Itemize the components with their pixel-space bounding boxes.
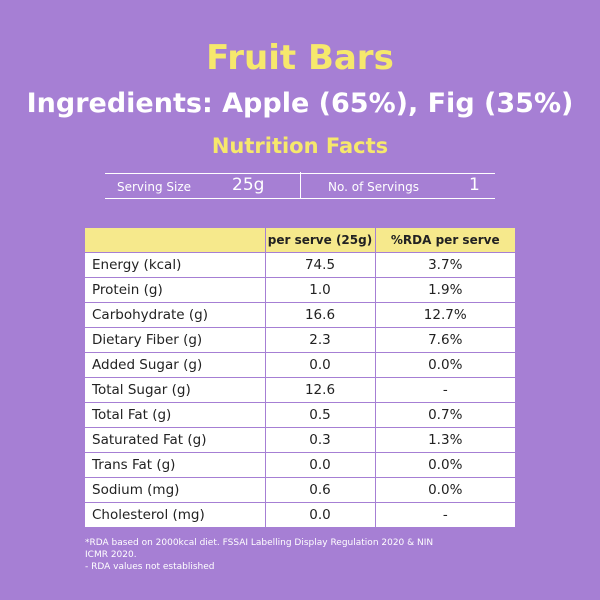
nutrient-name: Trans Fat (g): [85, 452, 265, 478]
cell-value: 1.3%: [374, 427, 515, 453]
table-row: Added Sugar (g) 0.0 0.0%: [85, 352, 515, 378]
footnotes: *RDA based on 2000kcal diet. FSSAI Label…: [85, 537, 445, 573]
cell-value: 0.0%: [374, 352, 515, 378]
divider: [300, 172, 301, 198]
servings-label: No. of Servings: [328, 180, 419, 194]
nutrient-name: Cholesterol (mg): [85, 502, 265, 527]
serving-size-label: Serving Size: [117, 180, 192, 194]
cell-value: 3.7%: [374, 252, 515, 278]
nutrient-name: Energy (kcal): [85, 252, 265, 278]
serving-size: 25g: [232, 175, 265, 195]
cell-value: 16.6: [264, 302, 375, 328]
cell-value: 12.6: [264, 377, 375, 403]
cell-value: 0.7%: [374, 402, 515, 428]
nutrient-name: Protein (g): [85, 277, 265, 303]
subtitle: Nutrition Facts: [211, 134, 389, 158]
cell-value: 0.6: [264, 477, 375, 503]
table-row: Cholesterol (mg) 0.0-: [85, 502, 515, 527]
cell-value: 0.0: [264, 352, 375, 378]
cell-value: 0.5: [264, 402, 375, 428]
table-row: Total Fat (g) 0.5 0.7%: [85, 402, 515, 428]
servings-count: 1: [469, 175, 480, 195]
table-row: Trans Fat (g) 0.0 0.0%: [85, 452, 515, 478]
column-header: [85, 228, 265, 253]
nutrient-name: Dietary Fiber (g): [85, 327, 265, 353]
header-row: per serve (25g) %RDA per serve: [85, 228, 515, 253]
ingredients: Ingredients: Apple (65%), Fig (35%): [26, 88, 574, 119]
cell-value: 74.5: [264, 252, 375, 278]
table-row: Dietary Fiber (g) 2.3 7.6%: [85, 327, 515, 353]
table-row: Protein (g) 1.0 1.9%: [85, 277, 515, 303]
table-row: Saturated Fat (g) 0.3 1.3%: [85, 427, 515, 453]
title: Fruit Bars: [206, 38, 394, 78]
table-row: Sodium (mg) 0.6 0.0%: [85, 477, 515, 503]
cell-value: 0.0: [264, 502, 375, 527]
nutrient-name: Sodium (mg): [85, 477, 265, 503]
nutrient-name: Total Fat (g): [85, 402, 265, 428]
cell-value: 2.3: [264, 327, 375, 353]
nutrient-name: Carbohydrate (g): [85, 302, 265, 328]
cell-value: -: [374, 502, 515, 527]
column-header: per serve (25g): [264, 228, 375, 253]
cell-value: 1.0: [264, 277, 375, 303]
cell-value: 12.7%: [374, 302, 515, 328]
nutrient-name: Total Sugar (g): [85, 377, 265, 403]
cell-value: 0.0: [264, 452, 375, 478]
serving-row: Serving Size 25g No. of Servings 1: [105, 172, 495, 199]
footnote: - RDA values not established: [85, 562, 215, 572]
table-row: Energy (kcal) 74.5 3.7%: [85, 252, 515, 278]
nutrition-table: per serve (25g) %RDA per serve Energy (kc…: [85, 228, 515, 527]
footnote: *RDA based on 2000kcal diet. FSSAI Label…: [85, 538, 434, 560]
cell-value: 0.3: [264, 427, 375, 453]
nutrient-name: Added Sugar (g): [85, 352, 265, 378]
table-row: Carbohydrate (g) 16.6 12.7%: [85, 302, 515, 328]
column-header: %RDA per serve: [374, 228, 515, 253]
nutrient-name: Saturated Fat (g): [85, 427, 265, 453]
cell-value: 1.9%: [374, 277, 515, 303]
cell-value: 0.0%: [374, 452, 515, 478]
cell-value: 7.6%: [374, 327, 515, 353]
cell-value: -: [374, 377, 515, 403]
table-row: Total Sugar (g) 12.6-: [85, 377, 515, 403]
cell-value: 0.0%: [374, 477, 515, 503]
